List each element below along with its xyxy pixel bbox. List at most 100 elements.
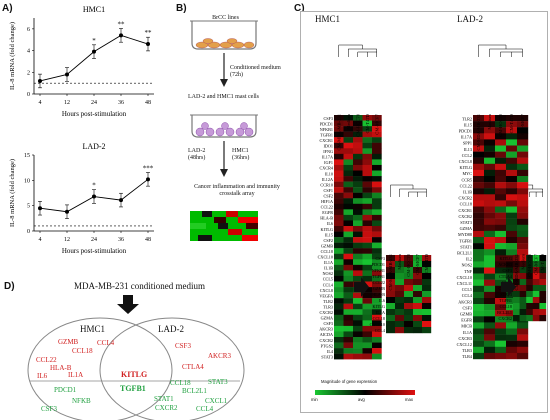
heat-cell: [495, 298, 507, 305]
heat-cell: [334, 275, 344, 282]
heat-cell: [506, 176, 518, 183]
heat-cell: [517, 340, 529, 347]
heat-cell: [353, 331, 363, 338]
gene-label: IL17A: [461, 135, 472, 140]
heat-cell: [334, 353, 344, 360]
heat-cell: [353, 237, 363, 243]
heat-cell: [513, 267, 520, 274]
heat-cell: [473, 176, 485, 183]
heat-cell: [506, 267, 518, 274]
heat-cell: [422, 285, 432, 292]
heat-cell: [404, 261, 414, 268]
gene-label: CXCR2: [320, 310, 334, 315]
gene-label: KITLG: [320, 227, 333, 232]
y-tick-label: 5: [27, 204, 30, 210]
heat-cell: [343, 159, 354, 166]
heat-cell: [526, 291, 533, 298]
heat-cell: [495, 163, 507, 171]
heat-cell: [526, 315, 533, 322]
heat-cell: [495, 115, 507, 122]
panel-b-label: B): [176, 3, 187, 14]
gene-label: IL1B: [324, 266, 333, 271]
heat-cell: [513, 315, 520, 322]
heat-cell: [353, 181, 363, 188]
gene-label: IL15: [464, 122, 472, 127]
gene-label: NFKB1: [320, 127, 333, 132]
gene-label: CCL2: [462, 153, 472, 158]
heat-cell: [343, 209, 354, 216]
heat-cell: [506, 261, 518, 268]
gene-label: GZMB: [460, 312, 472, 317]
gene-label: KITLG: [372, 304, 385, 309]
data-point: [92, 49, 96, 54]
heat-cell: [343, 248, 354, 254]
heat-cell: [362, 303, 373, 310]
gene-label: CCL4: [462, 293, 473, 298]
heat-cell: [519, 273, 527, 280]
heat-cell: [386, 279, 396, 286]
heat-cell: [334, 337, 344, 343]
lad2-time-label: LAD-2 (48hrs): [188, 148, 206, 161]
heat-cell: [484, 200, 496, 207]
heat-cell: [353, 270, 363, 277]
heat-cell: [386, 273, 396, 280]
heat-cell: [343, 259, 354, 266]
heat-cell: [372, 253, 382, 260]
heat-cell: [484, 224, 496, 232]
heat-cell: [484, 121, 496, 128]
heat-cell: [526, 303, 533, 310]
heat-cell: [506, 157, 518, 164]
heat-cell: [495, 151, 507, 158]
heat-cell: [413, 303, 423, 310]
heat-cell: [513, 261, 520, 268]
heat-cell: [362, 342, 373, 349]
heat-cell: [343, 309, 354, 315]
heat-cell: [495, 249, 507, 256]
heat-cell: [372, 164, 382, 171]
heat-cell: [513, 285, 520, 292]
heat-cell: [404, 285, 414, 292]
gene-label: TGFB1: [499, 298, 512, 303]
column-label: CM-MCF7: [415, 253, 420, 274]
heat-cell: [343, 198, 354, 204]
heat-cell: [506, 304, 518, 311]
gene-label: CCL18: [373, 316, 385, 321]
heat-cell: [517, 151, 529, 158]
heat-cell: [334, 170, 344, 177]
heat-cell: [519, 291, 527, 298]
x-tick-label: 36: [118, 100, 124, 106]
heat-cell: [473, 267, 485, 274]
column-label: CM-HCC70: [527, 253, 532, 276]
heat-cell: [526, 261, 533, 268]
heat-cell: [334, 115, 344, 121]
heat-cell: [473, 237, 485, 244]
heat-cell: [495, 145, 507, 152]
heat-cell: [532, 255, 540, 262]
gene-label: CCL4: [323, 282, 334, 287]
heat-cell: [517, 139, 529, 146]
heat-cell: [506, 188, 518, 195]
heat-cell: [484, 310, 496, 317]
venn-title: MDA-MB-231 conditioned medium: [74, 281, 205, 291]
heat-cell: [413, 267, 423, 274]
lad2-il8-chart: LAD-2 0 5 10 15 4 12 24 36 48 Hours post-stimulati…: [9, 142, 154, 255]
heat-cell: [473, 316, 485, 323]
column-label: CM-T47D: [509, 113, 514, 133]
heat-cell: [343, 176, 354, 182]
heat-cell: [353, 137, 363, 143]
gene-label: IL4: [327, 349, 334, 354]
heat-cell: [353, 226, 363, 232]
gene-ctla4: CTLA4: [182, 363, 204, 371]
heat-cell: [372, 120, 382, 127]
heat-cell: [495, 291, 507, 299]
hmc1-heatmap-title: HMC1: [315, 14, 341, 24]
heat-cell: [343, 348, 354, 354]
heat-cell: [353, 325, 363, 332]
heat-cell: [517, 224, 529, 232]
gene-csf3-lad2: CSF3: [175, 342, 191, 350]
heat-cell: [484, 340, 496, 347]
heat-cell: [353, 187, 363, 193]
gene-label: IL10: [325, 171, 333, 176]
gene-label: HLA-B: [320, 216, 333, 221]
